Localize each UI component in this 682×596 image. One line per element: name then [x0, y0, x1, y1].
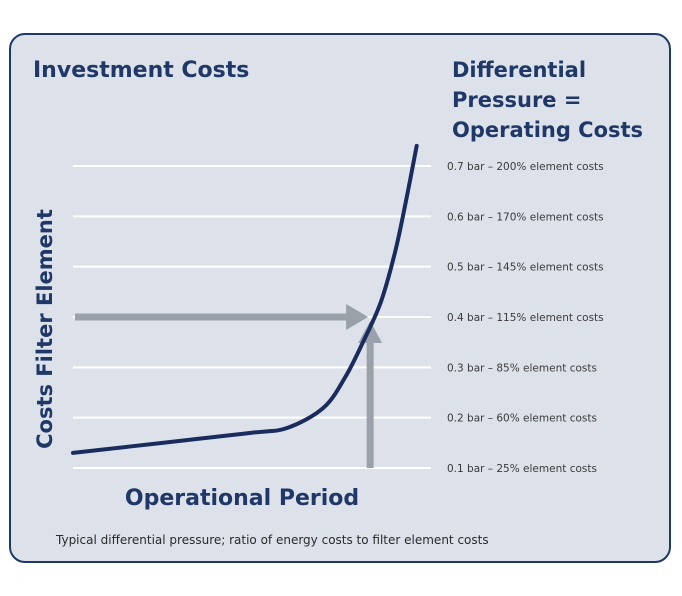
series-layer [71, 143, 419, 455]
right-title-line-3: Operating Costs [452, 118, 643, 142]
tick-label-5: 0.5 bar – 145% element costs [447, 262, 604, 274]
chart-title: Investment Costs [33, 58, 249, 83]
right-title-line-2: Pressure = [452, 88, 581, 112]
right-title-line-1: Differential [452, 58, 586, 82]
x-axis-label: Operational Period [125, 486, 359, 511]
tick-label-2: 0.2 bar – 60% element costs [447, 413, 597, 425]
chart-caption: Typical differential pressure; ratio of … [55, 533, 489, 547]
chart-panel: 0.1 bar – 25% element costs 0.2 bar – 60%… [9, 33, 671, 563]
tick-label-4: 0.4 bar – 115% element costs [447, 312, 604, 324]
series-line-1 [71, 143, 419, 455]
horizontal-arrow-head [346, 304, 369, 330]
tick-label-6: 0.6 bar – 170% element costs [447, 211, 604, 223]
operating-point-arrows [75, 304, 383, 468]
tick-label-3: 0.3 bar – 85% element costs [447, 362, 597, 374]
tick-labels: 0.1 bar – 25% element costs 0.2 bar – 60%… [447, 161, 604, 475]
tick-label-7: 0.7 bar – 200% element costs [447, 161, 604, 173]
chart-svg: 0.1 bar – 25% element costs 0.2 bar – 60%… [33, 58, 643, 547]
tick-label-1: 0.1 bar – 25% element costs [447, 463, 597, 475]
y-axis-label: Costs Filter Element [33, 209, 57, 449]
